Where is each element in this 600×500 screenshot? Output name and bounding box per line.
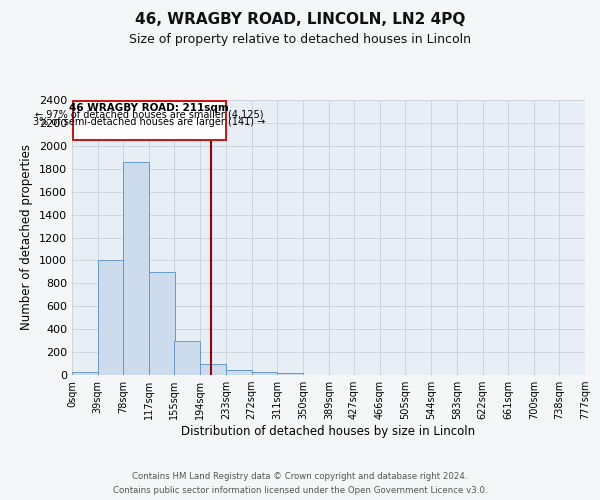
Bar <box>251 372 277 375</box>
Text: 46, WRAGBY ROAD, LINCOLN, LN2 4PQ: 46, WRAGBY ROAD, LINCOLN, LN2 4PQ <box>135 12 465 28</box>
Bar <box>200 364 226 375</box>
FancyBboxPatch shape <box>73 100 226 140</box>
Bar <box>226 370 251 375</box>
Bar <box>124 162 149 375</box>
Text: 3% of semi-detached houses are larger (141) →: 3% of semi-detached houses are larger (1… <box>33 116 265 126</box>
Bar <box>149 272 175 375</box>
X-axis label: Distribution of detached houses by size in Lincoln: Distribution of detached houses by size … <box>181 425 476 438</box>
Bar <box>72 372 98 375</box>
Text: Size of property relative to detached houses in Lincoln: Size of property relative to detached ho… <box>129 32 471 46</box>
Text: ← 97% of detached houses are smaller (4,125): ← 97% of detached houses are smaller (4,… <box>35 110 263 120</box>
Text: 46 WRAGBY ROAD: 211sqm: 46 WRAGBY ROAD: 211sqm <box>70 103 229 113</box>
Bar <box>98 260 124 375</box>
Bar <box>175 340 200 375</box>
Bar <box>277 374 303 375</box>
Text: Contains public sector information licensed under the Open Government Licence v3: Contains public sector information licen… <box>113 486 487 495</box>
Text: Contains HM Land Registry data © Crown copyright and database right 2024.: Contains HM Land Registry data © Crown c… <box>132 472 468 481</box>
Y-axis label: Number of detached properties: Number of detached properties <box>20 144 34 330</box>
